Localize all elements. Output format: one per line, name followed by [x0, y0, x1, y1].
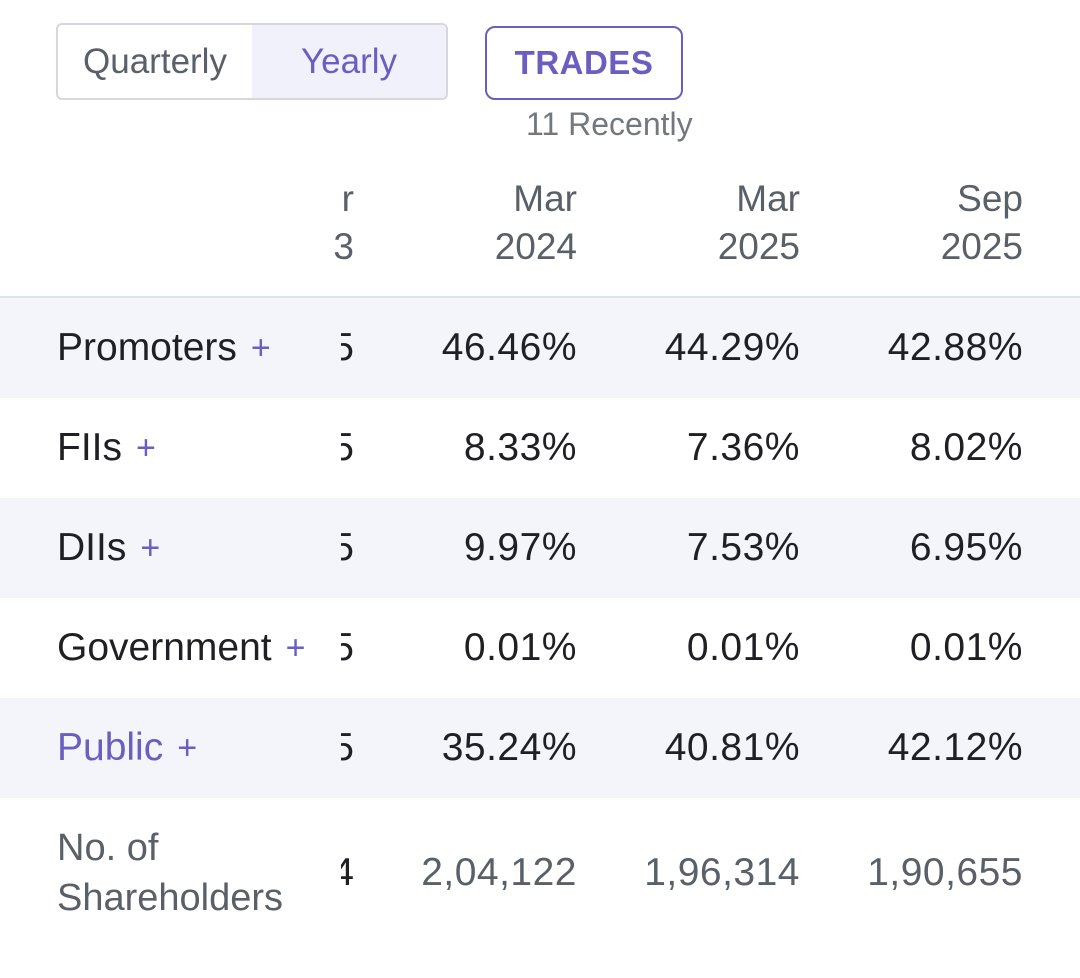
column-header: Mar 2024	[494, 178, 577, 267]
column-header-clipped: r 3	[333, 178, 354, 267]
row-label[interactable]: Promoters +	[57, 326, 271, 369]
clipped-cell: 5	[341, 426, 354, 469]
clipped-cell: 4	[341, 851, 354, 894]
row-label[interactable]: FIIs +	[57, 426, 156, 469]
clipped-cell: 5	[341, 726, 354, 769]
table-row: Government + 5 0.01% 0.01% 0.01%	[0, 598, 1080, 698]
header-divider	[0, 296, 1080, 298]
clipped-cell: 5	[341, 626, 354, 669]
table-row: Promoters + 5 46.46% 44.29% 42.88%	[0, 298, 1080, 398]
row-label[interactable]: Government +	[57, 626, 306, 669]
table-cell: 7.36%	[686, 426, 800, 469]
table-row: DIIs + 5 9.97% 7.53% 6.95%	[0, 498, 1080, 598]
table-cell: 35.24%	[441, 726, 577, 769]
column-header: Mar 2025	[717, 178, 800, 267]
row-label: No. of Shareholders	[57, 827, 284, 919]
clipped-cell: 5	[341, 526, 354, 569]
table-cell: 44.29%	[664, 326, 800, 369]
table-row: FIIs + 5 8.33% 7.36% 8.02%	[0, 398, 1080, 498]
table-cell: 0.01%	[463, 626, 577, 669]
table-cell: 8.33%	[463, 426, 577, 469]
table-cell: 0.01%	[909, 626, 1023, 669]
table-cell: 9.97%	[463, 526, 577, 569]
table-cell: 42.12%	[887, 726, 1023, 769]
table-cell: 8.02%	[909, 426, 1023, 469]
expand-plus-icon[interactable]: +	[136, 428, 156, 467]
table-cell: 0.01%	[686, 626, 800, 669]
row-label-public-link[interactable]: Public +	[57, 726, 198, 769]
expand-plus-icon[interactable]: +	[285, 628, 306, 667]
table-cell: 1,96,314	[644, 851, 800, 894]
trades-recent-count: 11 Recently	[526, 106, 693, 142]
expand-plus-icon[interactable]: +	[250, 328, 271, 367]
expand-plus-icon[interactable]: +	[140, 528, 161, 567]
table-row: Public + 5 35.24% 40.81% 42.12%	[0, 698, 1080, 798]
table-cell: 6.95%	[909, 526, 1023, 569]
expand-plus-icon[interactable]: +	[177, 728, 198, 767]
table-row-shareholders: No. of Shareholders 4 2,04,122 1,96,314 …	[0, 798, 1080, 948]
row-label[interactable]: DIIs +	[57, 526, 161, 569]
yearly-tab[interactable]: Yearly	[252, 25, 446, 98]
table-cell: 2,04,122	[421, 851, 577, 894]
quarterly-tab[interactable]: Quarterly	[83, 41, 227, 81]
table-cell: 42.88%	[887, 326, 1023, 369]
table-cell: 7.53%	[686, 526, 800, 569]
column-header: Sep 2025	[940, 178, 1023, 267]
period-toggle: Quarterly Yearly	[56, 23, 448, 100]
table-cell: 40.81%	[664, 726, 800, 769]
table-cell: 46.46%	[441, 326, 577, 369]
clipped-cell: 5	[341, 326, 354, 369]
trades-button[interactable]: TRADES	[485, 26, 683, 100]
table-cell: 1,90,655	[867, 851, 1023, 894]
